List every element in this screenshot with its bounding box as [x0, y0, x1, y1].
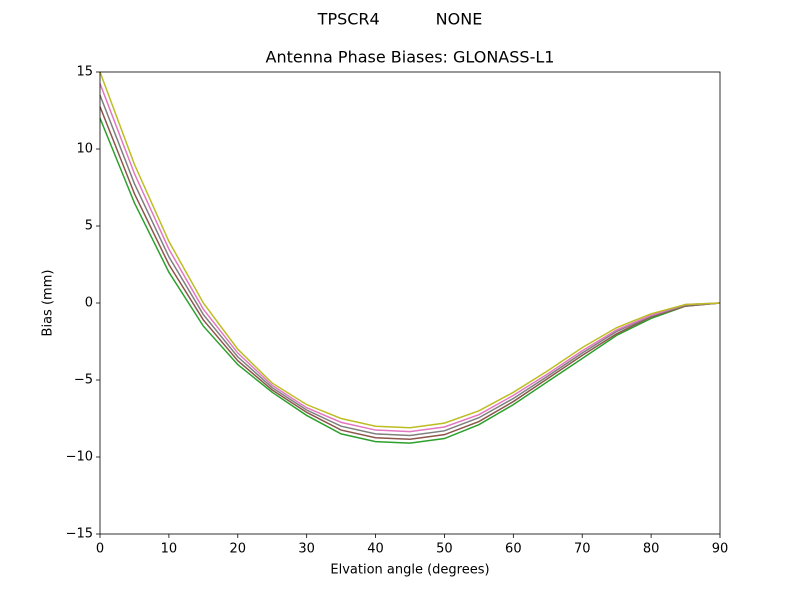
y-tick-label: 10	[76, 142, 93, 157]
y-tick-label: −10	[66, 450, 93, 465]
x-tick-label: 70	[574, 542, 591, 557]
series-line	[99, 94, 721, 437]
series-line	[99, 106, 721, 441]
x-tick-label: 60	[505, 542, 522, 557]
x-tick-label: 90	[712, 542, 729, 557]
y-tick-label: −5	[74, 373, 93, 388]
x-tick-label: 80	[643, 542, 660, 557]
x-tick-label: 0	[96, 542, 104, 557]
y-tick-label: −15	[66, 527, 93, 542]
x-tick-label: 20	[230, 542, 247, 557]
y-axis-label: Bias (mm)	[41, 270, 56, 337]
chart-title: Antenna Phase Biases: GLONASS-L1	[266, 48, 555, 67]
y-tick-label: 15	[76, 65, 93, 80]
series-line	[99, 117, 721, 444]
x-axis-label: Elvation angle (degrees)	[330, 563, 489, 578]
series-line	[99, 83, 721, 433]
x-tick-label: 10	[161, 542, 178, 557]
x-tick-label: 40	[367, 542, 384, 557]
x-tick-label: 30	[298, 542, 315, 557]
series-line	[99, 71, 721, 429]
y-tick-label: 0	[85, 296, 93, 311]
x-tick-label: 50	[436, 542, 453, 557]
suptitle: TPSCR4 NONE	[317, 10, 483, 29]
y-tick-label: 5	[85, 219, 93, 234]
